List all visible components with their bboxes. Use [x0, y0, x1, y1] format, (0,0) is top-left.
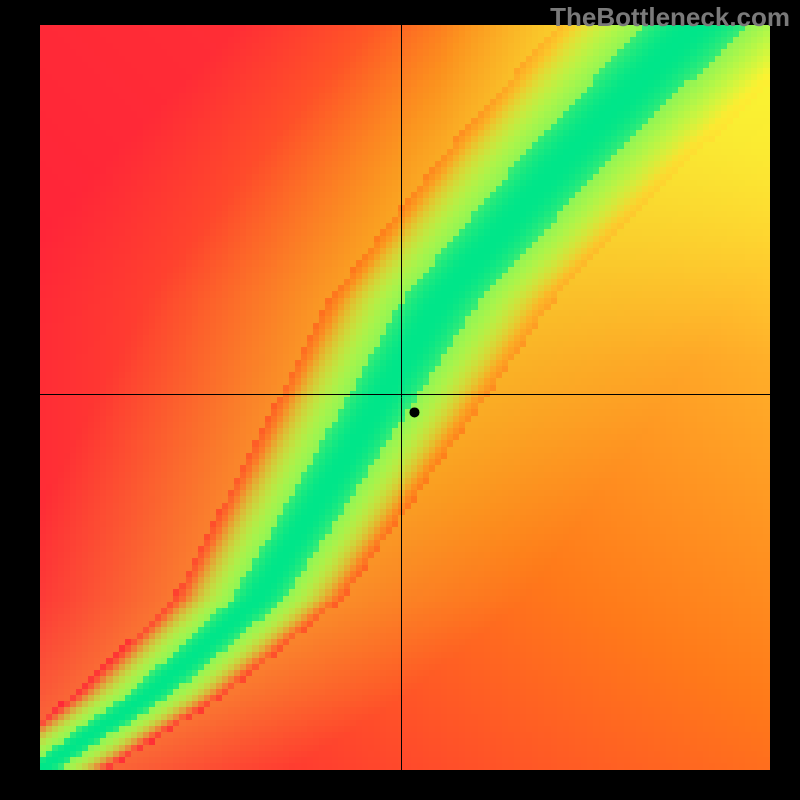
watermark-text: TheBottleneck.com	[550, 2, 790, 33]
bottleneck-heatmap	[40, 25, 770, 770]
chart-container: { "watermark": { "text": "TheBottleneck.…	[0, 0, 800, 800]
